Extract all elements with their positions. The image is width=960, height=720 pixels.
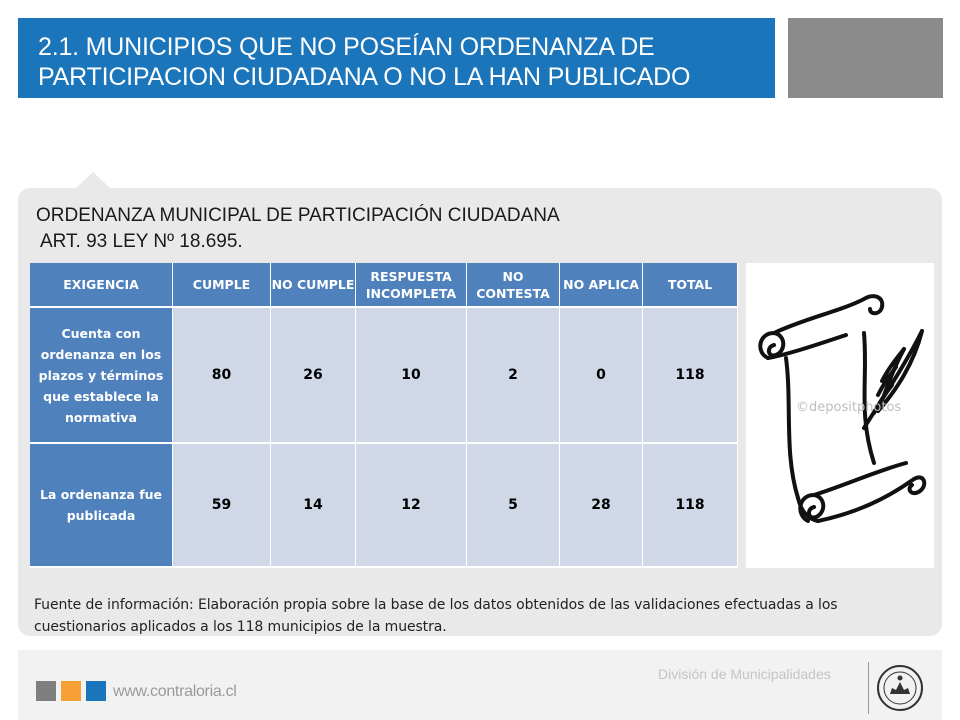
table-row: La ordenanza fue publicada 59 14 12 5 28… [30,444,738,568]
subtitle-line-1: ORDENANZA MUNICIPAL DE PARTICIPACIÓN CIU… [36,205,560,226]
section-subtitle: ORDENANZA MUNICIPAL DE PARTICIPACIÓN CIU… [36,203,560,255]
col-header-exigencia: EXIGENCIA [30,263,173,308]
col-header-cumple: CUMPLE [173,263,271,308]
subtitle-line-2: ART. 93 LEY Nº 18.695. [40,231,243,252]
slide-title-bar: 2.1. MUNICIPIOS QUE NO POSEÍAN ORDENANZA… [18,18,775,98]
footer-divider [868,662,869,714]
col-header-no-cumple: NO CUMPLE [271,263,356,308]
division-label: División de Municipalidades [658,666,831,682]
cell-respuesta-incompleta: 10 [356,308,467,444]
cell-no-cumple: 14 [271,444,356,568]
cell-cumple: 80 [173,308,271,444]
contraloria-seal-icon [877,665,923,711]
cell-respuesta-incompleta: 12 [356,444,467,568]
scroll-quill-illustration: ©depositphotos [746,263,934,568]
footer-square-grey [36,681,56,701]
col-header-no-contesta: NO CONTESTA [467,263,560,308]
watermark-text: ©depositphotos [796,400,902,415]
cell-no-aplica: 0 [560,308,643,444]
decorative-grey-block [788,18,943,98]
row-label: La ordenanza fue publicada [30,444,173,568]
footer-bar: www.contraloria.cl División de Municipal… [18,650,942,720]
cell-total: 118 [643,308,738,444]
website-link[interactable]: www.contraloria.cl [113,683,237,700]
cell-no-aplica: 28 [560,444,643,568]
cell-total: 118 [643,444,738,568]
scroll-quill-icon [758,294,927,523]
col-header-no-aplica: NO APLICA [560,263,643,308]
requirements-table: EXIGENCIA CUMPLE NO CUMPLE RESPUESTA INC… [30,263,738,568]
footer-square-orange [61,681,81,701]
cell-no-contesta: 2 [467,308,560,444]
slide-title-line-1: 2.1. MUNICIPIOS QUE NO POSEÍAN ORDENANZA… [38,33,655,61]
source-note: Fuente de información: Elaboración propi… [34,597,838,635]
cell-no-contesta: 5 [467,444,560,568]
cell-cumple: 59 [173,444,271,568]
panel-notch [75,172,111,189]
slide-title-line-2: PARTICIPACION CIUDADANA O NO LA HAN PUBL… [38,63,691,91]
cell-no-cumple: 26 [271,308,356,444]
col-header-total: TOTAL [643,263,738,308]
col-header-respuesta-incompleta: RESPUESTA INCOMPLETA [356,263,467,308]
table-header-row: EXIGENCIA CUMPLE NO CUMPLE RESPUESTA INC… [30,263,738,308]
footer-square-blue [86,681,106,701]
table-row: Cuenta con ordenanza en los plazos y tér… [30,308,738,444]
row-label: Cuenta con ordenanza en los plazos y tér… [30,308,173,444]
